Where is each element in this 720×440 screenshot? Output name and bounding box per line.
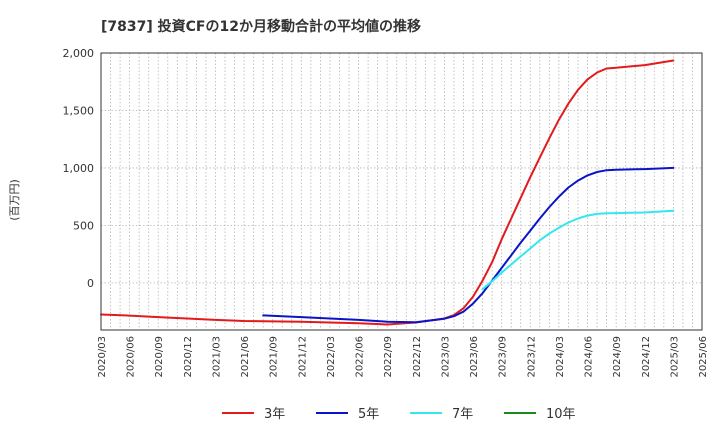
series-line-3	[481, 209, 675, 291]
x-tick-label: 2024/03	[555, 336, 566, 378]
y-tick-label: 2,000	[63, 47, 95, 60]
x-tick-label: 2025/03	[669, 336, 680, 378]
x-tick-label: 2024/12	[641, 336, 652, 378]
chart-title: [7837] 投資CFの12か月移動合計の平均値の推移	[101, 18, 421, 35]
x-tick-label: 2020/03	[97, 336, 108, 378]
series-lines	[100, 59, 675, 326]
x-tick-label: 2022/03	[326, 336, 337, 378]
x-tick-label: 2020/06	[126, 336, 137, 378]
legend-label-2: 5年	[358, 407, 379, 422]
plot-frame	[100, 52, 703, 331]
grid	[101, 52, 702, 330]
y-tick-label: 500	[73, 219, 94, 232]
legend-label-4: 10年	[546, 407, 576, 422]
x-tick-label: 2024/09	[612, 336, 623, 378]
x-tick-label: 2023/09	[498, 336, 509, 378]
axis-ticks: 0 500 1,000 1,500 2,000 2020/03 2020/06 2020/09…	[63, 47, 710, 378]
x-tick-label: 2023/06	[469, 336, 480, 378]
x-tick-label: 2023/12	[526, 336, 537, 378]
x-tick-label: 2022/12	[412, 336, 423, 378]
x-tick-label: 2021/06	[240, 336, 251, 378]
x-tick-label: 2020/09	[154, 336, 165, 378]
y-axis-label: (百万円)	[8, 179, 21, 221]
y-tick-label: 0	[87, 277, 94, 290]
x-tick-label: 2021/09	[269, 336, 280, 378]
series-line-1	[100, 59, 675, 326]
y-tick-label: 1,000	[63, 162, 95, 175]
x-tick-label: 2023/03	[440, 336, 451, 378]
legend-label-3: 7年	[452, 407, 473, 422]
y-tick-label: 1,500	[63, 104, 95, 117]
legend-label-1: 3年	[264, 407, 285, 422]
legend: 3年 5年 7年 10年	[222, 407, 576, 422]
x-tick-label: 2022/09	[383, 336, 394, 378]
series-line-2	[262, 166, 675, 324]
x-tick-label: 2022/06	[355, 336, 366, 378]
x-tick-label: 2020/12	[183, 336, 194, 378]
x-tick-label: 2021/12	[297, 336, 308, 378]
x-tick-label: 2025/06	[698, 336, 709, 378]
x-tick-label: 2024/06	[584, 336, 595, 378]
x-tick-label: 2021/03	[211, 336, 222, 378]
